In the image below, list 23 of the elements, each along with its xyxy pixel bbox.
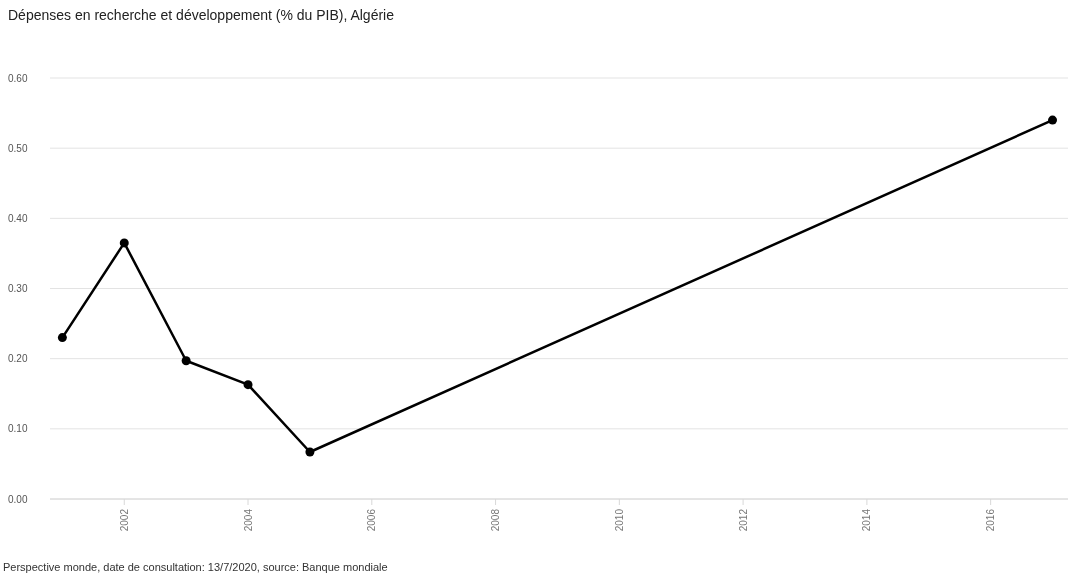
y-tick-label: 0.60: [8, 72, 28, 84]
y-tick-label: 0.30: [8, 283, 28, 294]
x-tick-label: 2012: [737, 508, 749, 532]
x-tick-label: 2006: [366, 508, 378, 532]
x-tick-label: 2014: [861, 508, 873, 532]
x-tick-label: 2010: [613, 508, 625, 532]
point: [119, 238, 129, 248]
x-tick-label: 2008: [490, 508, 502, 532]
point: [181, 356, 191, 366]
point: [57, 333, 67, 343]
point: [305, 447, 315, 457]
text: Perspective monde, date de consultation: 13/7/2020, source: Banque mondiale: [3, 561, 388, 573]
point: [1048, 115, 1058, 125]
x-tick-label: 2002: [118, 508, 130, 532]
point: [243, 380, 253, 390]
y-tick-label: 0.20: [8, 353, 28, 365]
y-tick-label: 0.50: [8, 142, 28, 154]
x-tick-label: 2004: [242, 508, 254, 532]
x-tick-label: 2016: [985, 508, 997, 532]
y-tick-label: 0.40: [8, 212, 28, 224]
y-tick-label: 0.10: [8, 423, 28, 435]
chart-title: Dépenses en recherche et développement (% du PIB), Algérie: [8, 7, 395, 23]
y-tick-label: 0.00: [8, 493, 28, 505]
